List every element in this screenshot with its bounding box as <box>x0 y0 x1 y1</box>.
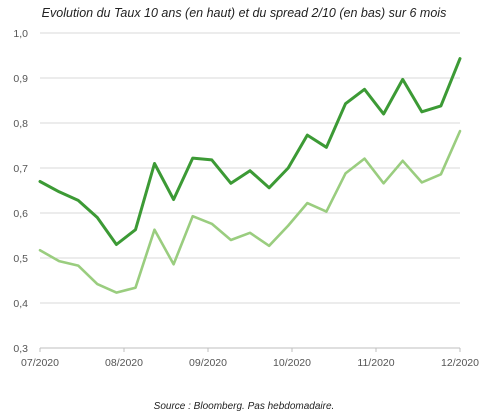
y-tick-label: 0,5 <box>13 253 28 265</box>
gridlines <box>40 32 460 304</box>
y-tick-label: 0,3 <box>13 343 28 355</box>
x-axis <box>39 347 461 352</box>
x-tick-label: 12/2020 <box>441 357 479 369</box>
x-tick-label: 11/2020 <box>357 357 394 369</box>
y-tick-label: 0,7 <box>13 163 28 175</box>
series-line-taux-10-ans <box>38 57 462 246</box>
chart-source: Source : Bloomberg. Pas hebdomadaire. <box>153 401 335 412</box>
y-tick-label: 0,4 <box>13 298 28 310</box>
series-lines <box>38 57 462 294</box>
y-tick-label: 0,6 <box>13 208 28 220</box>
y-tick-label: 0,9 <box>13 73 28 85</box>
x-tick-labels: 07/2020 08/2020 09/2020 10/2020 11/2020 12/20… <box>21 357 479 369</box>
series-line-spread-2-10 <box>38 129 462 294</box>
x-tick-label: 07/2020 <box>21 357 59 369</box>
y-tick-label: 0,8 <box>13 118 28 130</box>
chart-title: Evolution du Taux 10 ans (en haut) et du… <box>41 6 447 20</box>
x-tick-label: 08/2020 <box>105 357 143 369</box>
x-tick-label: 10/2020 <box>273 357 311 369</box>
x-tick-label: 09/2020 <box>189 357 227 369</box>
y-tick-labels: 0,3 0,4 0,5 0,6 0,7 0,8 0,9 1,0 <box>13 28 28 355</box>
y-tick-label: 1,0 <box>13 28 28 40</box>
